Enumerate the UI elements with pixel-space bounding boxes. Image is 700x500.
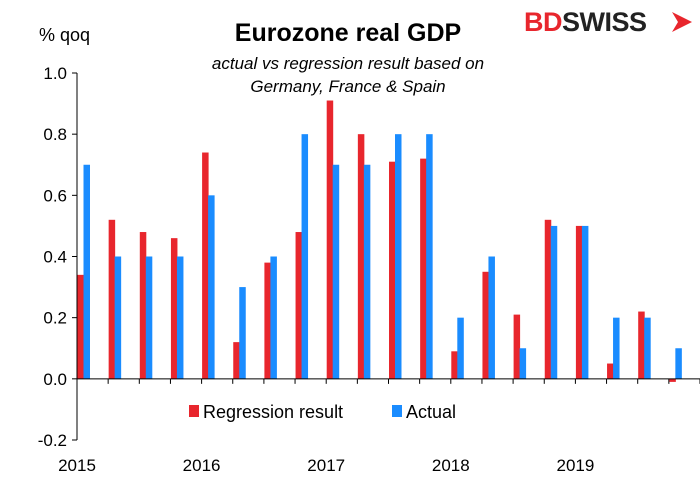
y-axis-ticks: -0.2 0.0 0.2 0.4 0.6 0.8 1.0 <box>38 64 77 450</box>
bar-actual <box>457 317 464 379</box>
bar-regression <box>326 100 334 379</box>
logo-text: BDSWISS <box>524 7 647 37</box>
y-tick-label: 0.2 <box>43 309 67 328</box>
chart-subtitle-line-1: actual vs regression result based on <box>212 54 484 73</box>
bar-actual <box>114 256 122 379</box>
y-tick-label: 0.0 <box>43 370 67 389</box>
bar-actual <box>208 195 215 379</box>
bar-actual <box>675 348 682 379</box>
bar-regression <box>233 342 240 379</box>
logo-arrow-icon <box>672 12 692 32</box>
bar-actual <box>519 348 527 379</box>
bar-regression <box>295 232 303 379</box>
y-tick-label: 0.8 <box>43 125 67 144</box>
chart-subtitle-line-2: Germany, France & Spain <box>250 77 445 96</box>
bar-actual <box>550 225 558 379</box>
bar-actual <box>239 287 246 379</box>
bar-regression <box>544 219 552 379</box>
bar-regression <box>139 232 147 379</box>
legend-label-regression: Regression result <box>203 402 343 422</box>
bar-actual <box>426 134 433 379</box>
bar-regression <box>575 225 583 379</box>
bar-regression <box>513 314 521 379</box>
bar-actual <box>176 256 184 379</box>
bar-actual <box>301 134 309 379</box>
x-axis-year-labels: 2015 2016 2017 2018 2019 <box>58 456 594 475</box>
x-year-label: 2017 <box>307 456 345 475</box>
bar-actual <box>613 317 620 379</box>
y-tick-label: 0.4 <box>43 248 67 267</box>
bars <box>77 100 682 382</box>
bar-regression <box>77 274 84 379</box>
y-tick-label: 0.6 <box>43 186 67 205</box>
chart-title: Eurozone real GDP <box>235 19 461 47</box>
axes <box>76 73 700 440</box>
bar-actual <box>581 225 589 379</box>
bar-actual <box>332 164 340 379</box>
bar-actual <box>488 256 495 379</box>
bar-regression <box>420 158 427 379</box>
legend: Regression result Actual <box>189 402 456 422</box>
y-axis-label: % qoq <box>39 25 90 45</box>
bdswiss-logo: BDSWISS <box>524 4 696 38</box>
bar-regression <box>482 271 489 379</box>
logo-swiss: SWISS <box>562 7 647 37</box>
bar-regression <box>638 311 645 379</box>
bar-regression <box>202 152 209 379</box>
bar-regression <box>170 238 178 379</box>
bar-regression <box>669 378 676 382</box>
legend-label-actual: Actual <box>406 402 456 422</box>
bar-actual <box>395 134 402 379</box>
bar-actual <box>363 164 371 379</box>
y-tick-label: 1.0 <box>43 64 67 83</box>
x-year-label: 2018 <box>432 456 470 475</box>
bar-regression <box>108 219 116 379</box>
bar-regression <box>264 262 271 379</box>
bar-actual <box>145 256 153 379</box>
logo-bd: BD <box>524 7 563 37</box>
bar-actual <box>83 164 90 379</box>
bar-actual <box>270 256 277 379</box>
bar-regression <box>607 363 614 379</box>
bar-regression <box>357 134 365 379</box>
y-tick-label: -0.2 <box>38 431 67 450</box>
x-year-label: 2016 <box>183 456 221 475</box>
bar-actual <box>644 317 651 379</box>
bar-regression <box>389 161 396 379</box>
bar-regression <box>451 351 458 379</box>
legend-swatch-regression <box>189 405 199 417</box>
x-year-label: 2015 <box>58 456 96 475</box>
x-year-label: 2019 <box>556 456 594 475</box>
legend-swatch-actual <box>392 405 402 417</box>
